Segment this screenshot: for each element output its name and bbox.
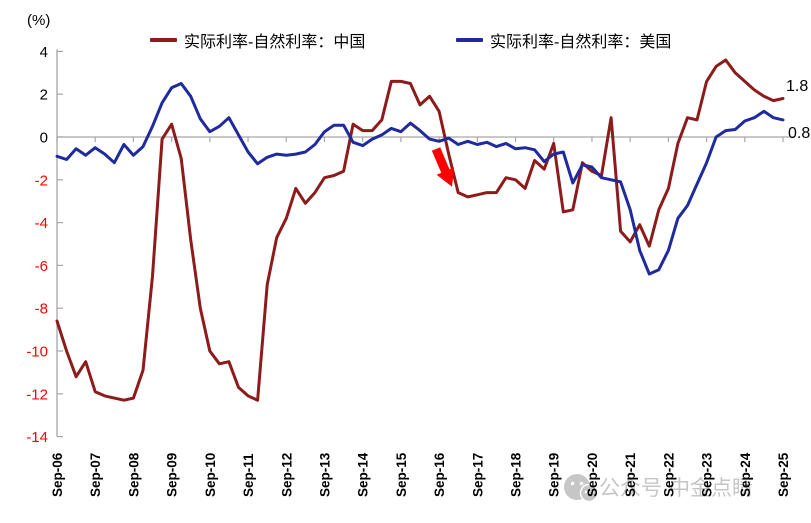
x-axis-label: Sep-10 [203,453,218,497]
wechat-icon [564,474,599,503]
y-axis-tick-label: -2 [35,172,48,189]
y-axis-tick-label: -6 [35,258,48,275]
y-axis-tick-label: -8 [35,301,48,318]
x-axis-label: Sep-20 [585,453,600,497]
us-end-label: 0.8 [788,125,810,142]
x-axis-label: Sep-22 [661,453,676,497]
x-axis-label: Sep-17 [470,453,485,497]
x-axis-label: Sep-09 [165,453,180,497]
y-axis-tick-label: 0 [40,130,48,147]
y-axis-tick-label: -4 [35,215,48,232]
us-series-line [55,82,785,276]
y-axis-tick-label: 4 [40,44,48,61]
x-axis-label: Sep-06 [50,452,65,497]
x-axis-label: Sep-07 [88,453,103,497]
y-axis-tick-label: -12 [26,386,48,403]
x-axis-label: Sep-18 [509,452,524,497]
x-axis-label: Sep-19 [547,453,562,497]
x-axis-label: Sep-14 [356,452,371,497]
y-axis-tick-label: -10 [26,344,48,361]
y-axis-unit-label: (%) [27,12,51,29]
x-axis-label: Sep-21 [623,452,638,497]
x-axis-label: Sep-11 [241,453,256,497]
watermark-text: 公众号·中金点睛 [599,477,753,500]
x-axis-label: Sep-13 [317,452,332,497]
x-axis-label: Sep-24 [738,452,753,497]
x-axis-label: Sep-16 [432,452,447,497]
x-axis-label: Sep-08 [126,452,141,497]
annotation-arrow [431,147,455,187]
x-axis-label: Sep-25 [776,452,791,497]
watermark: 公众号·中金点睛 [564,474,753,503]
x-axis-label: Sep-12 [279,453,294,497]
x-axis-label: Sep-23 [700,452,715,497]
y-axis-tick-label: -14 [26,429,48,446]
china-end-label: 1.8 [786,78,808,95]
y-axis-tick-label: 2 [40,87,48,104]
china-series-line [55,58,785,402]
x-axis-label: Sep-15 [394,452,409,497]
